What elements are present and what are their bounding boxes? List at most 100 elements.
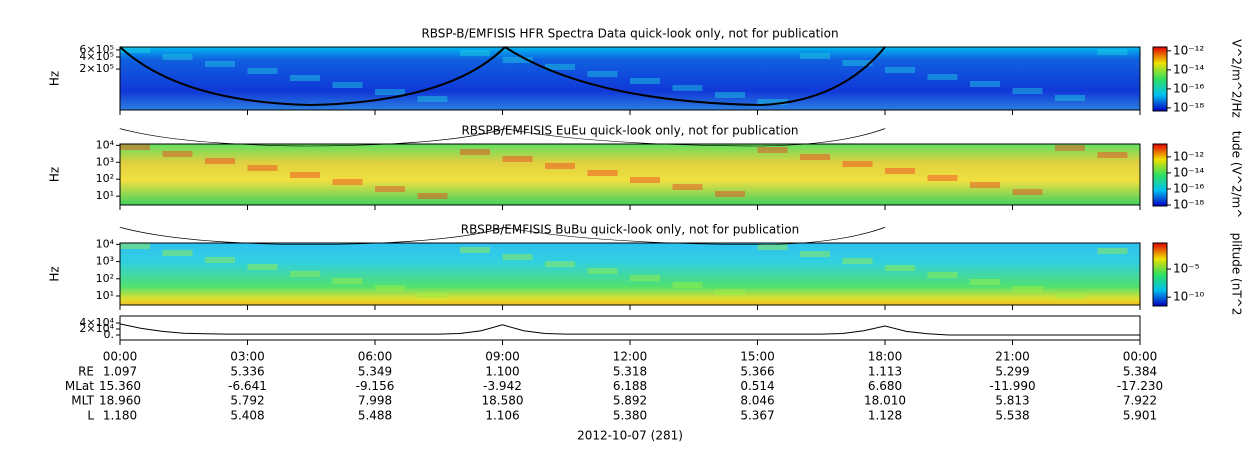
- y-tick-label: 10²: [96, 172, 114, 185]
- ephemeris-value: 5.813: [995, 394, 1029, 408]
- texture: [630, 177, 660, 183]
- y-axis-label: Hz: [48, 167, 62, 182]
- texture: [290, 75, 320, 81]
- ephemeris-value: -6.641: [228, 379, 267, 393]
- ephemeris-value: 5.488: [358, 408, 392, 422]
- panel-title: RBSPB/EMFISIS EuEu quick-look only, not …: [461, 124, 798, 138]
- cutoff-curve: [119, 128, 886, 147]
- ephemeris-value: 1.180: [103, 408, 137, 422]
- y-tick-label: 10⁴: [96, 237, 115, 250]
- texture: [1055, 145, 1085, 151]
- texture: [927, 175, 958, 181]
- colorbar-tick-label: 10⁻⁵: [1173, 262, 1200, 276]
- ephemeris-value: 5.384: [1123, 365, 1157, 379]
- ephemeris-value: -17.230: [1117, 379, 1163, 393]
- texture: [460, 50, 490, 56]
- texture: [715, 191, 745, 197]
- texture: [757, 99, 788, 105]
- ephemeris-value: 6.188: [613, 379, 647, 393]
- spectrogram: [120, 144, 1140, 205]
- ephemeris-value: 5.901: [1123, 408, 1157, 422]
- colorbar-label: tude (V^2/m^: [1230, 131, 1244, 219]
- texture: [1012, 189, 1043, 195]
- texture: [375, 285, 405, 291]
- colorbar-tick-label: 10⁻¹²: [1173, 149, 1204, 163]
- texture: [290, 172, 320, 178]
- x-tick-label: 03:00: [230, 350, 265, 364]
- y-tick-label: 4×10⁵: [79, 50, 114, 63]
- texture: [715, 289, 745, 295]
- colorbar-tick-label: 10⁻¹²: [1173, 43, 1204, 57]
- texture: [162, 151, 193, 157]
- x-tick-label: 21:00: [995, 350, 1030, 364]
- x-tick-label: 15:00: [740, 350, 775, 364]
- ephemeris-label: L: [87, 408, 94, 422]
- colorbar-tick-label: 10⁻¹⁶: [1173, 181, 1204, 195]
- texture: [800, 154, 830, 160]
- texture: [715, 92, 745, 98]
- y-tick-label: 10²: [96, 272, 114, 285]
- colorbar-tick-label: 10⁻¹⁸: [1173, 100, 1204, 114]
- ephemeris-value: 5.367: [740, 408, 774, 422]
- colorbar-label: V^2/m^2/Hz: [1230, 39, 1244, 118]
- ephemeris-value: 5.336: [230, 365, 264, 379]
- texture: [757, 147, 788, 153]
- texture: [120, 243, 150, 249]
- texture: [927, 74, 958, 80]
- texture: [1097, 248, 1128, 254]
- cutoff-curve: [119, 46, 886, 107]
- cutoff-curve: [119, 227, 886, 245]
- ephemeris-value: 5.349: [358, 365, 392, 379]
- y-tick-label: 10¹: [96, 189, 114, 202]
- panel-title: RBSP-B/EMFISIS HFR Spectra Data quick-lo…: [421, 27, 838, 41]
- ephemeris-value: 15.360: [99, 379, 141, 393]
- colorbar: [1152, 46, 1168, 112]
- texture: [672, 282, 703, 288]
- colorbar: [1152, 242, 1168, 307]
- texture: [757, 244, 788, 250]
- y-tick-label: 10³: [96, 155, 114, 168]
- texture: [120, 144, 150, 150]
- ephemeris-value: 5.408: [230, 408, 264, 422]
- frame: [119, 315, 1141, 341]
- y-tick-label: 10⁴: [96, 138, 115, 151]
- texture: [332, 82, 363, 88]
- texture: [205, 158, 235, 164]
- texture: [290, 271, 320, 277]
- texture: [375, 89, 405, 95]
- texture: [247, 165, 278, 171]
- ephemeris-value: 18.580: [482, 394, 524, 408]
- x-tick-label: 00:00: [103, 350, 138, 364]
- texture: [375, 186, 405, 192]
- texture: [120, 47, 150, 53]
- ephemeris-value: 1.113: [868, 365, 902, 379]
- colorbar: [1152, 143, 1168, 207]
- texture: [545, 163, 575, 169]
- texture: [1012, 286, 1043, 292]
- texture: [587, 268, 618, 274]
- texture: [800, 53, 830, 59]
- texture: [417, 193, 448, 199]
- texture: [162, 54, 193, 60]
- ephemeris-value: 5.538: [995, 408, 1029, 422]
- spectrogram: [120, 243, 1140, 305]
- texture: [672, 85, 703, 91]
- ephemeris-label: RE: [78, 365, 94, 379]
- colorbar-tick-label: 10⁻¹⁴: [1173, 165, 1204, 179]
- x-tick-label: 18:00: [868, 350, 903, 364]
- texture: [205, 257, 235, 263]
- texture: [1097, 49, 1128, 55]
- texture: [247, 68, 278, 74]
- texture: [1097, 152, 1128, 158]
- y-tick-label: 10¹: [96, 289, 114, 302]
- texture: [970, 279, 1000, 285]
- texture: [587, 170, 618, 176]
- ephemeris-value: 5.318: [613, 365, 647, 379]
- panel-title: RBSPB/EMFISIS BuBu quick-look only, not …: [461, 223, 799, 237]
- ephemeris-value: 1.097: [103, 365, 137, 379]
- texture: [502, 254, 533, 260]
- texture: [332, 278, 363, 284]
- ephemeris-value: 5.366: [740, 365, 774, 379]
- texture: [927, 272, 958, 278]
